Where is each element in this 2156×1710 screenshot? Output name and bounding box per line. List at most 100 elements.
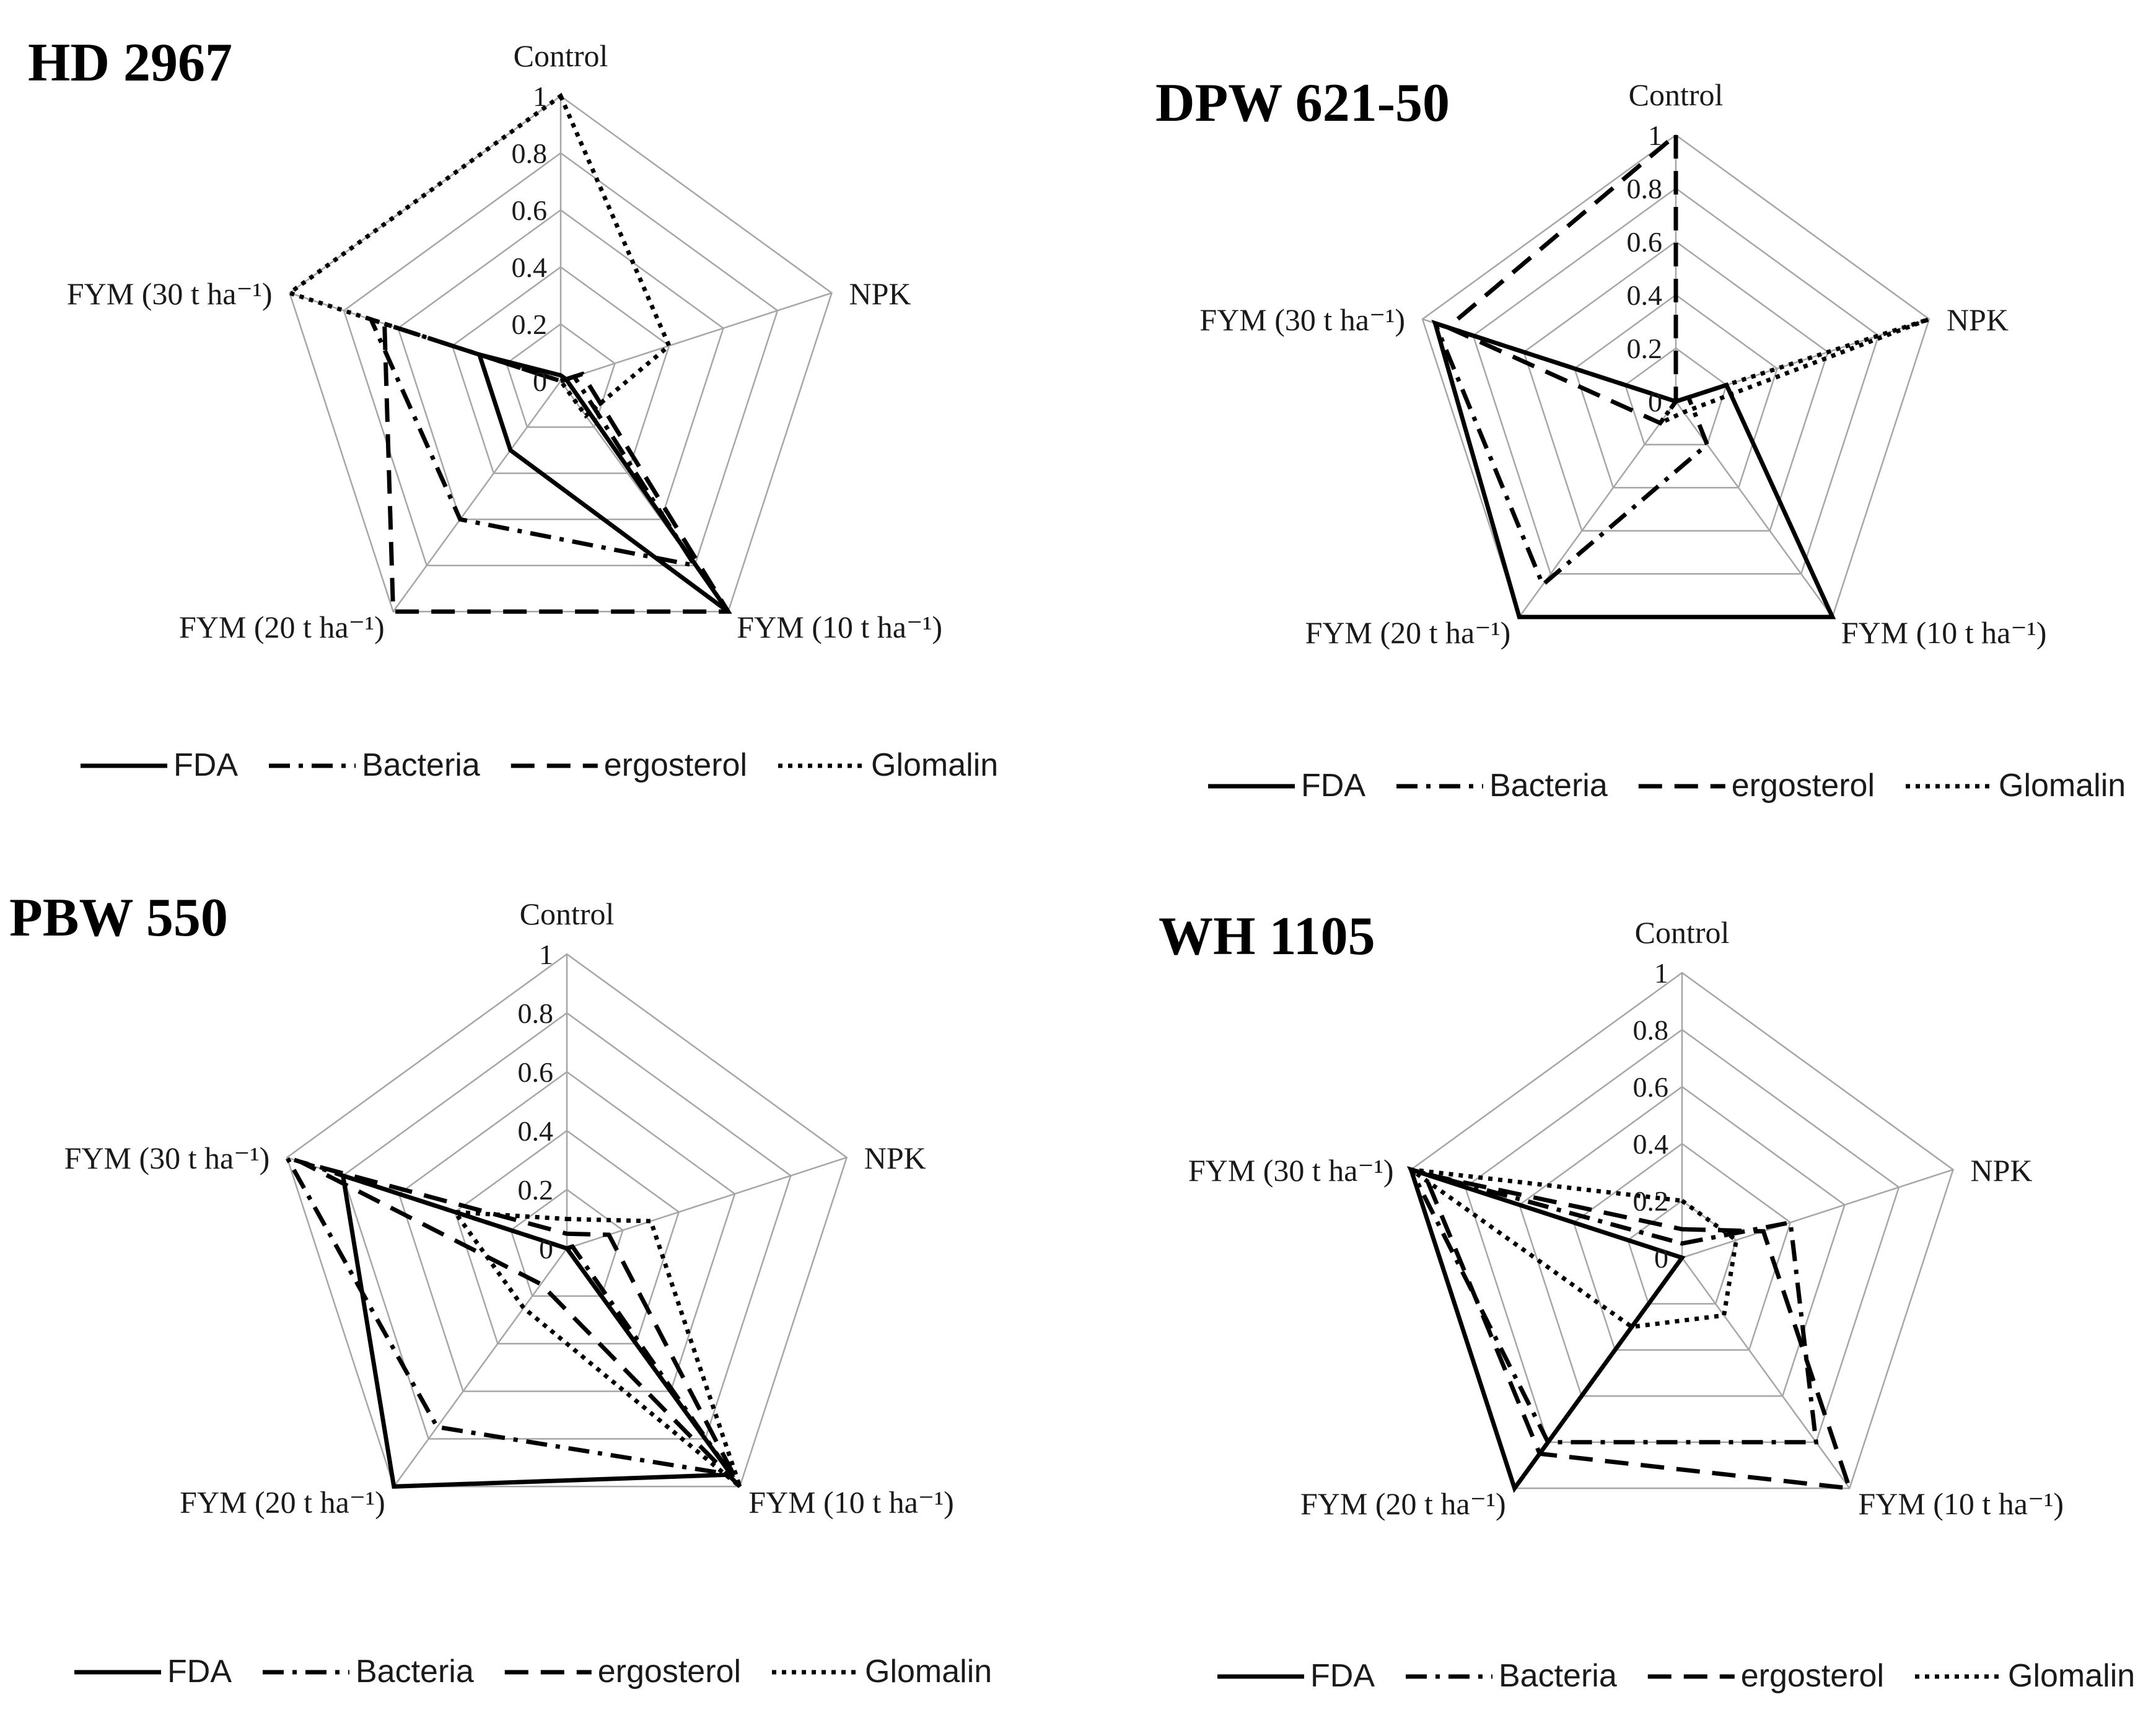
- axis-label-npk: NPK: [864, 1141, 926, 1175]
- grid-ring: [286, 953, 848, 1488]
- tick-label: 0.4: [1633, 1128, 1669, 1160]
- grid-ring: [1624, 347, 1728, 445]
- grid-ring: [506, 323, 616, 428]
- grid-ring: [510, 1188, 624, 1297]
- tick-label: 0.6: [512, 195, 548, 226]
- legend-label-fda: FDA: [1301, 768, 1365, 804]
- tick-label: 0.2: [1627, 333, 1663, 364]
- axis-label-npk: NPK: [1970, 1153, 2032, 1188]
- tick-label: 0.4: [512, 252, 548, 283]
- axis-label-fym-10-t-ha: FYM (10 t ha⁻¹): [737, 610, 942, 644]
- legend-label-fda: FDA: [167, 1654, 232, 1690]
- axis-spoke: [566, 1157, 848, 1250]
- tick-label: 1: [533, 81, 547, 112]
- axis-label-control: Control: [1635, 915, 1730, 950]
- axis-spoke: [393, 1248, 568, 1488]
- axis-label-fym-10-t-ha: FYM (10 t ha⁻¹): [1841, 615, 2047, 650]
- axis-label-fym-20-t-ha: FYM (20 t ha⁻¹): [180, 1484, 385, 1519]
- legend-label-bacteria: Bacteria: [1489, 768, 1608, 804]
- axis-spoke: [1518, 401, 1677, 618]
- axis-label-control: Control: [520, 897, 615, 931]
- tick-label: 0.4: [1627, 279, 1663, 311]
- tick-label: 1: [1648, 120, 1662, 151]
- grid-ring: [1573, 294, 1779, 489]
- legend-label-ergosterol: ergosterol: [604, 747, 747, 783]
- tick-label: 0: [533, 366, 547, 397]
- grid-ring: [398, 1071, 736, 1392]
- series-fda: [340, 1172, 735, 1489]
- axis-label-fym-30-t-ha: FYM (30 t ha⁻¹): [64, 1141, 270, 1175]
- tick-label: 0.2: [1633, 1185, 1669, 1217]
- chart-title: WH 1105: [1159, 906, 1375, 967]
- chart-title: DPW 621-50: [1155, 73, 1450, 133]
- chart-title: HD 2967: [28, 33, 232, 93]
- tick-label: 0.8: [1633, 1014, 1669, 1046]
- grid-ring: [397, 209, 724, 520]
- legend-label-fda: FDA: [173, 747, 238, 783]
- tick-label: 0.2: [512, 309, 548, 340]
- axis-spoke: [1675, 401, 1833, 618]
- grid-ring: [1523, 240, 1829, 532]
- series-glomalin: [450, 1209, 745, 1493]
- axis-label-fym-20-t-ha: FYM (20 t ha⁻¹): [1300, 1486, 1506, 1521]
- legend-label-bacteria: Bacteria: [1499, 1658, 1617, 1694]
- axis-label-fym-10-t-ha: FYM (10 t ha⁻¹): [1858, 1486, 2064, 1521]
- axis-spoke: [560, 292, 832, 382]
- legend: FDA Bacteria ergosterol Glomalin: [1217, 1658, 2135, 1694]
- series-ergosterol: [382, 320, 732, 614]
- legend-label-glomalin: Glomalin: [2008, 1658, 2135, 1694]
- radar-chart-wh-1105: WH 1105 0 0.2 0.4 0.6 0.8 1 Control NPK FYM (10 t…: [1159, 906, 2135, 1694]
- grid-ring: [451, 266, 670, 475]
- axis-label-fym-20-t-ha: FYM (20 t ha⁻¹): [1305, 615, 1511, 650]
- axis-label-fym-10-t-ha: FYM (10 t ha⁻¹): [748, 1484, 954, 1519]
- grid-ring: [1472, 187, 1880, 575]
- axis-spoke: [1681, 1168, 1953, 1259]
- axis-spoke: [392, 380, 562, 612]
- series-ergosterol: [1444, 130, 1678, 426]
- series-ergosterol: [1421, 1171, 1853, 1491]
- axis-label-control: Control: [1629, 77, 1724, 112]
- tick-label: 0.2: [518, 1174, 554, 1206]
- series-bacteria: [1406, 1166, 1819, 1445]
- tick-label: 0.4: [518, 1115, 554, 1147]
- series-fda: [1408, 1166, 1686, 1493]
- axis-label-fym-30-t-ha: FYM (30 t ha⁻¹): [67, 276, 273, 311]
- tick-label: 0.8: [1627, 173, 1663, 204]
- legend-label-ergosterol: ergosterol: [1741, 1658, 1884, 1694]
- legend: FDA Bacteria ergosterol Glomalin: [74, 1654, 992, 1690]
- legend-label-ergosterol: ergosterol: [598, 1654, 741, 1690]
- series-glomalin: [1409, 1167, 1739, 1330]
- legend-label-glomalin: Glomalin: [1999, 768, 2126, 804]
- legend-label-bacteria: Bacteria: [356, 1654, 474, 1690]
- tick-label: 1: [539, 939, 553, 970]
- series-glomalin: [284, 92, 672, 419]
- tick-label: 0.6: [518, 1056, 554, 1088]
- tick-label: 0.8: [518, 998, 554, 1029]
- radar-chart-pbw-550: PBW 550 0 0.2 0.4 0.6 0.8 1 Control NPK FYM (10 t…: [9, 888, 992, 1690]
- grid-ring: [1518, 1085, 1846, 1397]
- radar-chart-dpw-621-50: DPW 621-50 0 0.2 0.4 0.6 0.8 1 Control NPK FYM (1…: [1155, 73, 2126, 804]
- tick-label: 0: [1654, 1242, 1668, 1274]
- axis-label-fym-30-t-ha: FYM (30 t ha⁻¹): [1188, 1153, 1394, 1188]
- tick-label: 0.6: [1627, 226, 1663, 258]
- axis-label-npk: NPK: [849, 276, 911, 311]
- axis-label-control: Control: [514, 38, 608, 73]
- legend: FDA Bacteria ergosterol Glomalin: [81, 747, 998, 783]
- grid-ring: [342, 1012, 792, 1440]
- tick-label: 0: [539, 1233, 553, 1265]
- grid-ring: [1464, 1028, 1900, 1443]
- axis-label-fym-30-t-ha: FYM (30 t ha⁻¹): [1199, 302, 1405, 337]
- series-bacteria: [282, 1154, 736, 1478]
- series-ergosterol: [300, 1160, 742, 1488]
- grid-ring: [1410, 971, 1954, 1489]
- tick-label: 0: [1648, 386, 1662, 418]
- legend-label-glomalin: Glomalin: [865, 1654, 992, 1690]
- axis-label-npk: NPK: [1947, 302, 2009, 337]
- legend-label-glomalin: Glomalin: [871, 747, 998, 783]
- axis-label-fym-20-t-ha: FYM (20 t ha⁻¹): [179, 610, 385, 644]
- axis-spoke: [1681, 1257, 1851, 1489]
- series-bacteria: [367, 315, 699, 569]
- legend: FDA Bacteria ergosterol Glomalin: [1208, 768, 2126, 804]
- series-glomalin: [1654, 317, 1930, 429]
